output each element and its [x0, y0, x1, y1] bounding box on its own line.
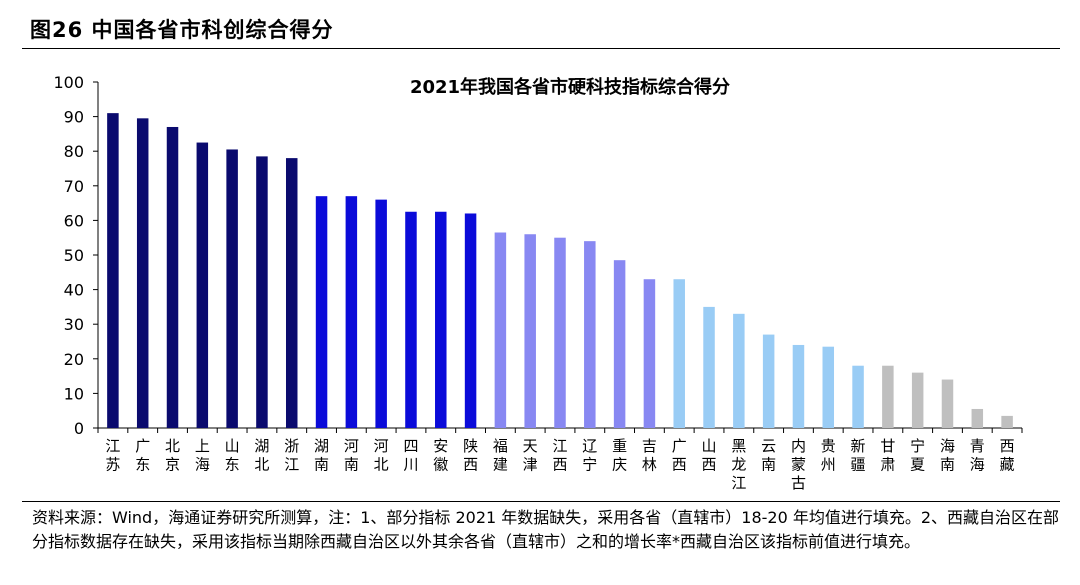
bars-group [107, 113, 1013, 429]
bar [136, 118, 149, 428]
x-tick-label: 陕西 [463, 437, 478, 474]
bar [494, 232, 507, 428]
y-tick-label: 10 [64, 384, 84, 403]
bar [584, 241, 596, 428]
bar [315, 196, 328, 428]
bar [375, 199, 387, 428]
bar [524, 234, 536, 428]
bar [852, 365, 864, 428]
x-tick-label: 江苏 [105, 437, 120, 474]
bar [762, 334, 775, 428]
x-tick-label: 天津 [523, 437, 538, 474]
x-tick-label: 山西 [702, 437, 717, 474]
x-tick-labels: 江苏广东北京上海山东湖北浙江湖南河南河北四川安徽陕西福建天津江西辽宁重庆吉林广西… [105, 437, 1014, 492]
x-tick-label: 辽宁 [582, 437, 597, 474]
x-tick-label: 青海 [970, 437, 985, 474]
y-tick-label: 50 [64, 246, 84, 265]
bar [971, 408, 984, 428]
bar [792, 344, 805, 428]
y-tick-label: 100 [53, 73, 84, 92]
y-tick-label: 40 [64, 281, 84, 300]
bar [226, 149, 238, 428]
x-tick-label: 贵州 [821, 437, 836, 474]
bar [673, 279, 685, 428]
x-tick-label: 宁夏 [910, 437, 925, 474]
bar [256, 156, 268, 428]
bar [285, 158, 298, 428]
x-tick-label: 海南 [940, 437, 955, 474]
x-tick-label: 江西 [552, 437, 567, 474]
top-divider [22, 48, 1060, 49]
bar [345, 196, 358, 428]
bar [643, 279, 656, 428]
x-tick-label: 内蒙古 [791, 437, 806, 492]
x-tick-label: 湖南 [314, 437, 329, 474]
x-tick-label: 重庆 [612, 437, 627, 474]
y-tick-label: 90 [64, 108, 84, 127]
x-tick-label: 安徽 [433, 437, 448, 474]
y-tick-label: 0 [74, 419, 84, 438]
bar [196, 142, 209, 429]
bar [464, 213, 477, 428]
y-tick-label: 60 [64, 211, 84, 230]
bottom-divider [22, 501, 1060, 502]
chart-title: 2021年我国各省市硬科技指标综合得分 [410, 76, 730, 98]
x-tick-label: 吉林 [642, 437, 657, 474]
x-tick-label: 湖北 [254, 437, 269, 474]
bar [882, 365, 894, 428]
x-tick-label: 浙江 [284, 437, 299, 474]
bar [166, 126, 179, 428]
x-tick-label: 河北 [374, 437, 389, 474]
y-tick-label: 80 [64, 142, 84, 161]
x-tick-label: 四川 [403, 437, 418, 474]
bar [1001, 415, 1013, 428]
bar [554, 237, 566, 428]
x-tick-label: 新疆 [851, 437, 866, 474]
x-tick-label: 甘肃 [880, 437, 895, 474]
x-tick-label: 广西 [672, 437, 687, 474]
x-tick-label: 广东 [135, 437, 150, 474]
bar [107, 113, 119, 428]
bar [733, 313, 745, 428]
x-tick-label: 西藏 [1000, 437, 1015, 474]
bar [703, 306, 715, 428]
x-tick-label: 河南 [344, 437, 359, 474]
x-tick-label: 上海 [195, 437, 210, 474]
x-tick-label: 山东 [225, 437, 240, 474]
bar [822, 346, 835, 428]
bar [613, 260, 626, 428]
bar [405, 211, 417, 428]
x-tick-label: 北京 [165, 437, 180, 474]
bar-chart: 2021年我国各省市硬科技指标综合得分 0 10 20 30 40 50 60 70 80 90 1… [53, 73, 1023, 492]
y-tick-label: 30 [64, 315, 84, 334]
y-tick-label: 20 [64, 350, 84, 369]
x-tick-label: 云南 [761, 437, 776, 474]
bar [941, 379, 954, 428]
bar [911, 372, 924, 428]
bar [435, 211, 447, 428]
x-tick-label: 黑龙江 [731, 437, 746, 492]
axes: 0 10 20 30 40 50 60 70 80 90 100 [53, 73, 1023, 438]
source-note: 资料来源：Wind，海通证券研究所测算，注：1、部分指标 2021 年数据缺失，… [32, 508, 1060, 551]
y-tick-label: 70 [64, 177, 84, 196]
figure-title: 图26 中国各省市科创综合得分 [30, 18, 334, 42]
x-tick-label: 福建 [493, 437, 508, 474]
